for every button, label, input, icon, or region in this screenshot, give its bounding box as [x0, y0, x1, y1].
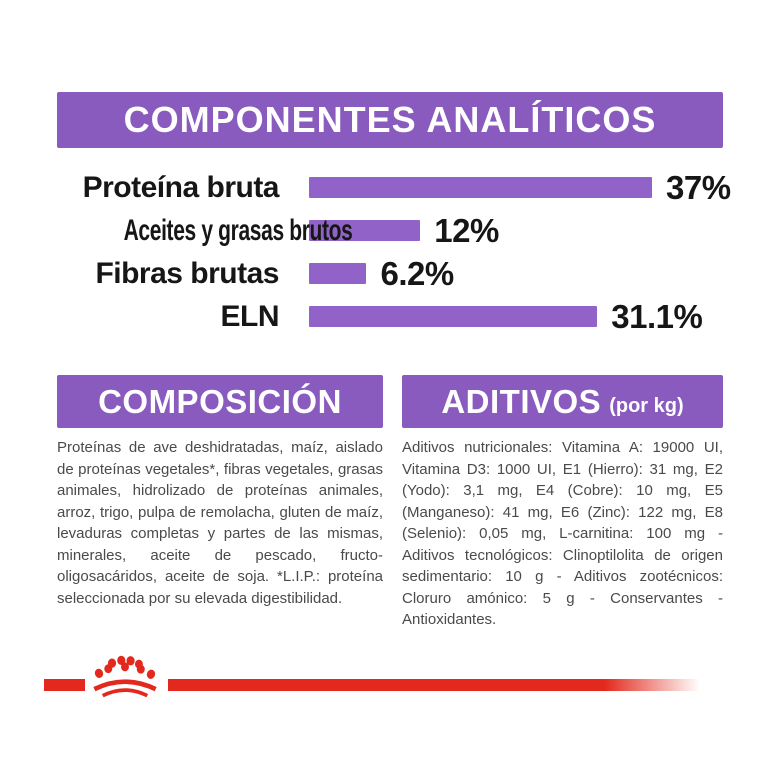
analytical-chart-rows: Proteína bruta 37% Aceites y grasas brutos…	[57, 166, 757, 338]
brand-rule-right-line	[168, 679, 700, 691]
chart-category-label: Proteína bruta	[82, 170, 280, 204]
chart-value-label: 31.1%	[611, 297, 703, 335]
chart-row: Proteína bruta 37%	[57, 166, 757, 209]
chart-bar	[309, 177, 652, 198]
royal-canin-crown-logo	[93, 655, 157, 698]
chart-bar	[309, 306, 598, 327]
chart-row: Fibras brutas 6.2%	[57, 252, 757, 295]
analytical-components-title: COMPONENTES ANALÍTICOS	[123, 99, 657, 140]
chart-row: Aceites y grasas brutos 12%	[57, 209, 757, 252]
composition-text: Proteínas de ave deshidratadas, maíz, ai…	[57, 439, 383, 607]
chart-value-label: 12%	[434, 211, 499, 249]
additives-subtitle: (por kg)	[609, 395, 684, 417]
analytical-components-header: COMPONENTES ANALÍTICOS	[57, 92, 723, 148]
chart-bar	[309, 263, 367, 284]
composition-title: COMPOSICIÓN	[98, 382, 342, 420]
chart-value-label: 6.2%	[380, 254, 454, 292]
additives-header: ADITIVOS (por kg)	[402, 375, 723, 428]
chart-row: ELN 31.1%	[57, 295, 757, 338]
chart-category-label: Aceites y grasas brutos	[123, 213, 353, 247]
brand-rule-left-dash	[44, 679, 85, 691]
additives-text: Aditivos nutricionales: Vitamina A: 1900…	[402, 439, 723, 628]
chart-category-label: Fibras brutas	[95, 256, 279, 290]
composition-header: COMPOSICIÓN	[57, 375, 383, 428]
chart-value-label: 37%	[665, 168, 731, 206]
chart-category-label: ELN	[220, 299, 280, 333]
chart-bar	[309, 220, 421, 241]
additives-title: ADITIVOS	[441, 382, 602, 420]
